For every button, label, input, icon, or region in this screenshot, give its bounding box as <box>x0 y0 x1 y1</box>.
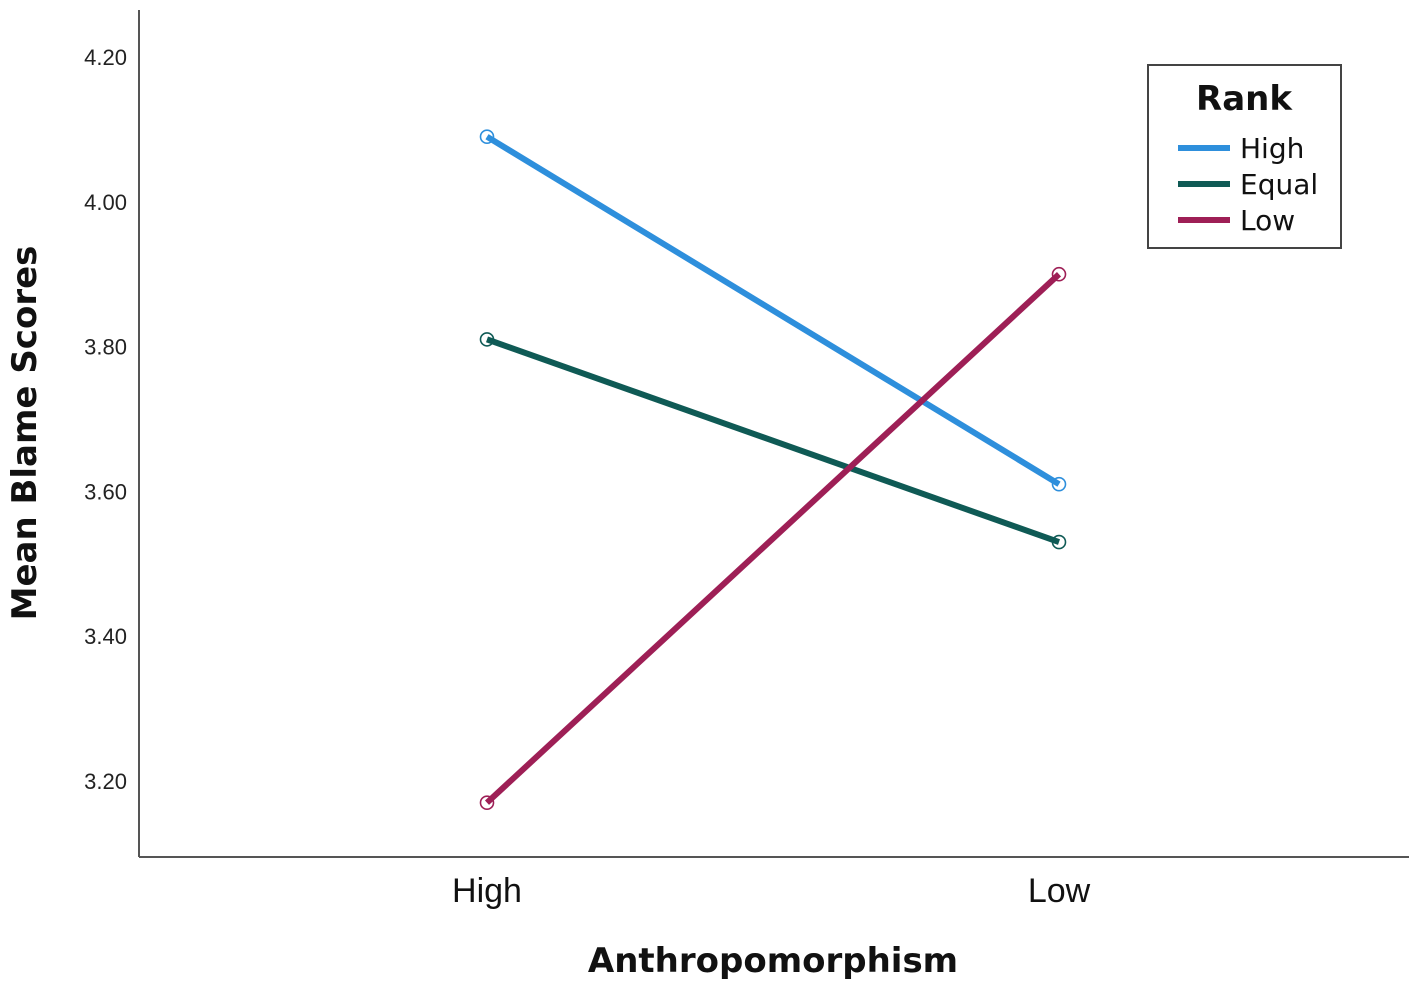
y-tick-labels: 3.20 3.40 3.60 3.80 4.00 4.20 <box>84 45 127 794</box>
legend-item: Low <box>1178 204 1295 237</box>
y-axis-title: Mean Blame Scores <box>5 246 45 621</box>
series-layer <box>479 129 1067 811</box>
legend-item: Equal <box>1178 168 1318 201</box>
series-high <box>479 129 1067 492</box>
x-category-label: High <box>452 872 522 910</box>
y-tick-label: 3.20 <box>84 769 127 794</box>
legend-item: High <box>1178 132 1304 165</box>
data-point <box>1051 534 1067 550</box>
series-equal <box>479 332 1067 550</box>
x-axis-title: Anthropomorphism <box>588 941 958 981</box>
series-line <box>484 272 1062 805</box>
legend-label: High <box>1240 132 1304 165</box>
y-tick-label: 3.60 <box>84 479 127 504</box>
data-point <box>1051 476 1067 492</box>
data-point <box>479 129 495 144</box>
x-category-label: Low <box>1028 872 1091 910</box>
data-point <box>479 795 495 811</box>
data-point <box>479 332 495 347</box>
series-line <box>485 336 1061 545</box>
data-point <box>1051 266 1067 282</box>
y-tick-label: 3.80 <box>84 335 127 360</box>
y-tick-label: 3.40 <box>84 624 127 649</box>
series-line <box>485 134 1061 487</box>
legend-title: Rank <box>1196 79 1293 119</box>
series-low <box>479 266 1067 811</box>
y-tick-label: 4.00 <box>84 190 127 215</box>
legend-box <box>1147 64 1342 249</box>
legend-label: Equal <box>1240 168 1318 201</box>
x-category-labels: High Low <box>452 872 1091 910</box>
legend-label: Low <box>1240 204 1295 237</box>
y-tick-label: 4.20 <box>84 45 127 70</box>
